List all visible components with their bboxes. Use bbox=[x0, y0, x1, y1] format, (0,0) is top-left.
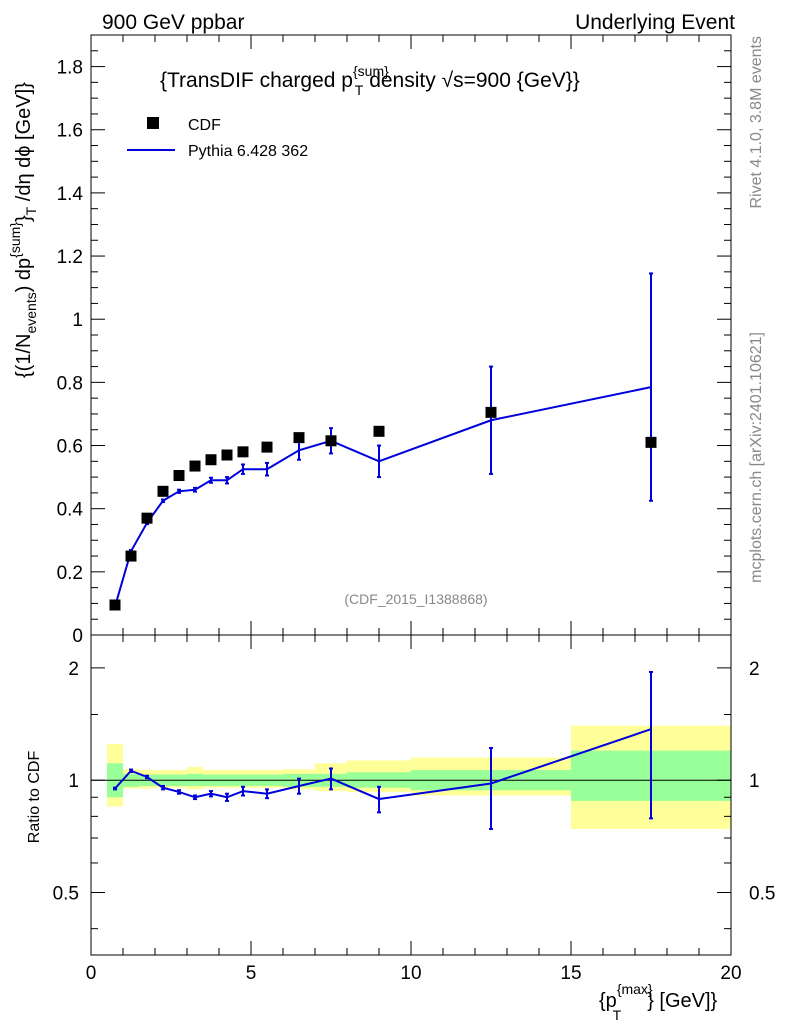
cdf-point bbox=[645, 436, 657, 448]
cdf-point bbox=[237, 446, 249, 458]
cdf-point bbox=[221, 449, 233, 461]
ratio-ytick-label-left: 2 bbox=[68, 659, 79, 680]
main-y-ticks: 0 0.2 0.4 0.6 0.8 1 1.2 1.4 1.6 1.8 bbox=[57, 50, 731, 647]
main-panel: 0 0.2 0.4 0.6 0.8 1 1.2 1.4 1.6 1.8 {TransDIF cha… bbox=[7, 34, 732, 647]
cdf-point bbox=[293, 432, 305, 444]
rivet-label: Rivet 4.1.0, 3.8M events bbox=[748, 36, 765, 209]
pythia-line bbox=[114, 386, 652, 607]
ratio-ytick-label-right: 1 bbox=[749, 771, 760, 792]
cdf-point bbox=[485, 406, 497, 418]
header-left: 900 GeV ppbar bbox=[102, 11, 244, 34]
ratio-ytick-label-left: 1 bbox=[68, 771, 79, 792]
legend: CDF Pythia 6.428 362 bbox=[127, 117, 308, 160]
cdf-point bbox=[189, 460, 201, 472]
cdf-point bbox=[261, 441, 273, 453]
legend-label-cdf: CDF bbox=[188, 117, 221, 134]
ratio-xtick-label: 10 bbox=[400, 963, 421, 984]
ratio-y-ticks: 0.5 0.5 1 1 2 2 bbox=[53, 659, 775, 930]
ratio-x-ticks: 0 5 10 15 20 bbox=[86, 635, 742, 984]
main-ytick-label: 1.8 bbox=[57, 58, 83, 79]
ratio-panel: 0.5 0.5 1 1 2 2 0 5 10 15 20 Ratio to CDF {p{max}… bbox=[26, 634, 775, 1023]
ratio-xtick-label: 5 bbox=[246, 963, 257, 984]
cdf-point bbox=[109, 599, 121, 611]
main-ytick-label: 1 bbox=[72, 310, 83, 331]
main-ytick-label: 0.2 bbox=[57, 563, 83, 584]
main-y-title: {(1/Nevents) dp{sum}}T /dη dϕ [GeV]} bbox=[7, 82, 39, 378]
ratio-xtick-label: 15 bbox=[560, 963, 581, 984]
cdf-point bbox=[205, 454, 217, 466]
main-ytick-label: 1.6 bbox=[57, 121, 83, 142]
main-data-marks bbox=[109, 272, 657, 611]
main-ytick-label: 0 bbox=[72, 626, 83, 647]
ratio-xtick-label: 20 bbox=[720, 963, 741, 984]
main-ytick-label: 1.2 bbox=[57, 247, 83, 268]
main-ytick-label: 0.4 bbox=[57, 500, 84, 521]
cdf-point bbox=[173, 470, 185, 482]
analysis-watermark: (CDF_2015_I1388868) bbox=[344, 591, 487, 607]
mcplots-label: mcplots.cern.ch [arXiv:2401.10621] bbox=[748, 332, 765, 583]
ratio-xtick-label: 0 bbox=[86, 963, 97, 984]
ratio-ytick-label-right: 0.5 bbox=[749, 884, 775, 905]
ratio-bands bbox=[107, 725, 731, 829]
main-x-ticks bbox=[90, 35, 732, 635]
legend-marker-cdf bbox=[147, 117, 159, 129]
plot-title: {TransDIF charged p{sum} T density √s=900… bbox=[160, 63, 580, 98]
x-axis-title: {p{max} T} [GeV]} bbox=[599, 981, 718, 1023]
cdf-point bbox=[157, 485, 169, 497]
main-frame bbox=[90, 34, 732, 636]
main-ytick-label: 0.8 bbox=[57, 373, 83, 394]
main-ytick-label: 1.4 bbox=[57, 184, 84, 205]
ratio-data-marks bbox=[113, 670, 653, 830]
ratio-ytick-label-right: 2 bbox=[749, 659, 760, 680]
ratio-y-title: Ratio to CDF bbox=[26, 751, 43, 844]
cdf-point bbox=[125, 550, 137, 562]
ratio-ytick-label-left: 0.5 bbox=[53, 884, 79, 905]
header-right: Underlying Event bbox=[575, 11, 735, 34]
main-ytick-label: 0.6 bbox=[57, 437, 83, 458]
cdf-point bbox=[373, 425, 385, 437]
legend-label-pythia: Pythia 6.428 362 bbox=[188, 143, 308, 160]
cdf-point bbox=[141, 512, 153, 524]
cdf-point bbox=[325, 435, 337, 447]
